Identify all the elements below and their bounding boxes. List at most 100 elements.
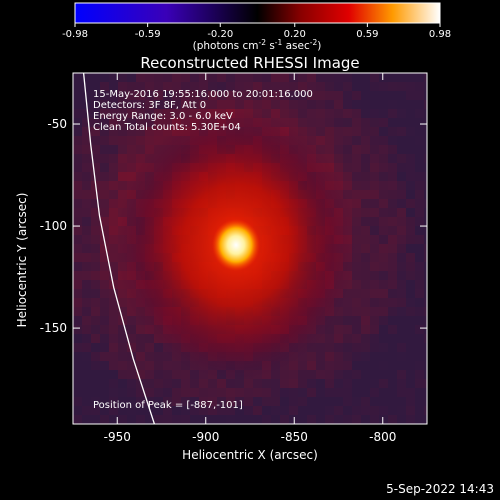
heatmap-cell [109, 262, 118, 271]
heatmap-cell [181, 388, 190, 397]
heatmap-cell [307, 100, 316, 109]
heatmap-cell [109, 226, 118, 235]
heatmap-cell [244, 415, 253, 424]
y-axis-label: Heliocentric Y (arcsec) [15, 193, 29, 328]
heatmap-cell [361, 127, 370, 136]
heatmap-cell [424, 298, 427, 307]
heatmap-cell [370, 415, 379, 424]
heatmap-cell [298, 100, 307, 109]
heatmap-cell [163, 415, 172, 424]
heatmap-cell [361, 370, 370, 379]
heatmap-cell [91, 244, 100, 253]
heatmap-cell [415, 388, 424, 397]
heatmap-cell [352, 109, 361, 118]
heatmap-cell [334, 163, 343, 172]
heatmap-cell [316, 352, 325, 361]
heatmap-cell [226, 73, 235, 82]
heatmap-cell [343, 352, 352, 361]
heatmap-cell [397, 172, 406, 181]
heatmap-cell [262, 100, 271, 109]
heatmap-cell [100, 136, 109, 145]
heatmap-cell [379, 91, 388, 100]
heatmap-cell [136, 109, 145, 118]
heatmap-cell [109, 118, 118, 127]
heatmap-cell [361, 253, 370, 262]
heatmap-cell [397, 370, 406, 379]
heatmap-cell [415, 154, 424, 163]
heatmap-cell [109, 208, 118, 217]
heatmap-cell [73, 370, 82, 379]
heatmap-cell [370, 100, 379, 109]
heatmap-cell [379, 379, 388, 388]
heatmap-cell [406, 244, 415, 253]
heatmap-cell [424, 253, 427, 262]
heatmap-cell [109, 199, 118, 208]
heatmap-cell [370, 361, 379, 370]
heatmap-cell [415, 370, 424, 379]
heatmap-cell [415, 325, 424, 334]
heatmap-cell [424, 343, 427, 352]
heatmap-cell [82, 352, 91, 361]
heatmap-cell [235, 82, 244, 91]
heatmap-cell [415, 253, 424, 262]
heatmap-cell [289, 388, 298, 397]
heatmap-cell [190, 406, 199, 415]
heatmap-cell [352, 415, 361, 424]
heatmap-cell [352, 298, 361, 307]
heatmap-cell [136, 379, 145, 388]
heatmap-cell [307, 397, 316, 406]
heatmap-cell [379, 163, 388, 172]
heatmap-cell [289, 379, 298, 388]
heatmap-cell [325, 343, 334, 352]
heatmap-cell [343, 82, 352, 91]
heatmap-cell [361, 199, 370, 208]
heatmap-cell [388, 253, 397, 262]
heatmap-cell [406, 100, 415, 109]
heatmap-cell [172, 118, 181, 127]
heatmap-cell [397, 136, 406, 145]
heatmap-cell [361, 415, 370, 424]
heatmap-cell [199, 91, 208, 100]
heatmap-cell [424, 91, 427, 100]
heatmap-cell [163, 370, 172, 379]
heatmap-cell [109, 172, 118, 181]
heatmap-cell [217, 100, 226, 109]
heatmap-cell [280, 379, 289, 388]
heatmap-cell [388, 127, 397, 136]
heatmap-cell [172, 82, 181, 91]
heatmap-cell [109, 415, 118, 424]
heatmap-cell [316, 91, 325, 100]
heatmap-cell [397, 271, 406, 280]
heatmap-cell [91, 235, 100, 244]
heatmap-cell [361, 118, 370, 127]
heatmap-cell [190, 73, 199, 82]
heatmap-cell [91, 154, 100, 163]
heatmap-cell [415, 343, 424, 352]
x-tick-label: -900 [192, 430, 219, 444]
heatmap-cell [73, 226, 82, 235]
heatmap-cell [136, 136, 145, 145]
heatmap-cell [406, 253, 415, 262]
heatmap-cell [361, 73, 370, 82]
heatmap-cell [172, 388, 181, 397]
heatmap-cell [415, 316, 424, 325]
heatmap-cell [415, 262, 424, 271]
heatmap-cell [352, 199, 361, 208]
chart-title: Reconstructed RHESSI Image [140, 54, 359, 72]
heatmap-cell [109, 145, 118, 154]
heatmap-cell [388, 271, 397, 280]
heatmap-cell [235, 91, 244, 100]
heatmap-cell [100, 334, 109, 343]
heatmap-cell [388, 397, 397, 406]
heatmap-cell [136, 73, 145, 82]
heatmap-cell [163, 100, 172, 109]
heatmap-cell [100, 298, 109, 307]
heatmap-cell [235, 406, 244, 415]
heatmap-cell [154, 136, 163, 145]
heatmap-cell [424, 226, 427, 235]
heatmap-cell [136, 145, 145, 154]
heatmap-cell [163, 118, 172, 127]
heatmap-cell [424, 280, 427, 289]
heatmap-cell [307, 127, 316, 136]
heatmap-cell [244, 100, 253, 109]
